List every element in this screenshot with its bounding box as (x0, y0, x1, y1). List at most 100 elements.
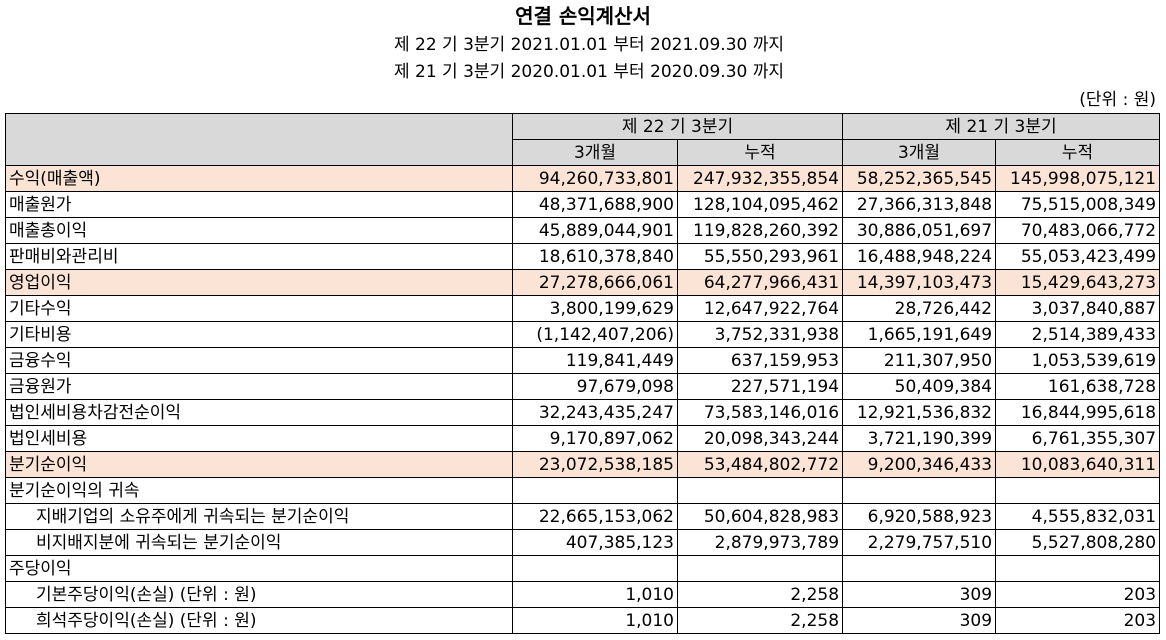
header-row-sub: 3개월 누적 3개월 누적 (6, 139, 1161, 166)
row-value: 407,385,123 (512, 529, 678, 556)
row-label: 매출원가 (5, 191, 513, 218)
header-period-previous: 제 21 기 3분기 (842, 113, 1161, 140)
table-row: 분기순이익 23,072,538,185 53,484,802,772 9,200,3… (5, 451, 1161, 478)
row-value: 2,879,973,789 (676, 529, 844, 556)
row-value: 211,307,950 (842, 347, 997, 374)
row-label: 기본주당이익(손실) (단위 : 원) (5, 581, 513, 608)
table-row: 희석주당이익(손실) (단위 : 원) 1,010 2,258 309 203 (5, 607, 1161, 634)
row-label: 기타비용 (5, 321, 513, 348)
header-cumulative-current: 누적 (676, 139, 844, 166)
row-label: 판매비와관리비 (5, 243, 513, 270)
row-value: 3,800,199,629 (512, 295, 678, 322)
row-value (842, 477, 997, 504)
header-account (5, 113, 513, 166)
income-statement-table: 제 22 기 3분기 제 21 기 3분기 3개월 누적 3개월 누적 수익(매… (5, 113, 1161, 634)
row-label: 분기순이익의 귀속 (5, 477, 513, 504)
row-label: 수익(매출액) (5, 165, 513, 192)
row-value: 145,998,075,121 (995, 165, 1161, 192)
row-value: 3,721,190,399 (842, 425, 997, 452)
row-value: 1,665,191,649 (842, 321, 997, 348)
row-value: 227,571,194 (676, 373, 844, 400)
row-label: 금융원가 (5, 373, 513, 400)
row-value: 22,665,153,062 (512, 503, 678, 530)
row-label: 금융수익 (5, 347, 513, 374)
row-value: 16,844,995,618 (995, 399, 1161, 426)
table-row: 분기순이익의 귀속 (5, 477, 1161, 504)
row-value: 15,429,643,273 (995, 269, 1161, 296)
row-value: (1,142,407,206) (512, 321, 678, 348)
header-3months-previous: 3개월 (842, 139, 997, 166)
row-value: 50,409,384 (842, 373, 997, 400)
row-label: 영업이익 (5, 269, 513, 296)
row-value: 1,010 (512, 607, 678, 634)
row-value: 10,083,640,311 (995, 451, 1161, 478)
table-row: 매출총이익 45,889,044,901 119,828,260,392 30,886… (5, 217, 1161, 244)
row-value: 97,679,098 (512, 373, 678, 400)
period-line-previous: 제 21 기 3분기 2020.01.01 부터 2020.09.30 까지 (393, 62, 785, 82)
unit-label: (단위 : 원) (1079, 90, 1156, 110)
table-row: 비지배지분에 귀속되는 분기순이익 407,385,123 2,879,973,78… (5, 529, 1161, 556)
table-row: 판매비와관리비 18,610,378,840 55,550,293,961 16,48… (5, 243, 1161, 270)
row-value: 75,515,008,349 (995, 191, 1161, 218)
table-row: 기본주당이익(손실) (단위 : 원) 1,010 2,258 309 203 (5, 581, 1161, 608)
row-value: 203 (995, 581, 1161, 608)
row-value: 4,555,832,031 (995, 503, 1161, 530)
row-value: 48,371,688,900 (512, 191, 678, 218)
row-value: 128,104,095,462 (676, 191, 844, 218)
row-value: 1,053,539,619 (995, 347, 1161, 374)
row-value: 32,243,435,247 (512, 399, 678, 426)
table-row: 수익(매출액) 94,260,733,801 247,932,355,854 58,2… (5, 165, 1161, 192)
row-label: 법인세비용차감전순이익 (5, 399, 513, 426)
row-value: 73,583,146,016 (676, 399, 844, 426)
row-value: 2,258 (676, 607, 844, 634)
header-cumulative-previous: 누적 (995, 139, 1161, 166)
row-value (995, 555, 1161, 582)
table-row: 지배기업의 소유주에게 귀속되는 분기순이익 22,665,153,062 50,6… (5, 503, 1161, 530)
header-row-period: 제 22 기 3분기 제 21 기 3분기 (5, 113, 1161, 166)
row-value: 309 (842, 607, 997, 634)
row-value: 161,638,728 (995, 373, 1161, 400)
row-value: 18,610,378,840 (512, 243, 678, 270)
header-3months-current: 3개월 (512, 139, 678, 166)
row-value: 94,260,733,801 (512, 165, 678, 192)
row-value: 1,010 (512, 581, 678, 608)
row-value: 9,200,346,433 (842, 451, 997, 478)
row-value: 55,053,423,499 (995, 243, 1161, 270)
table-row: 기타비용 (1,142,407,206) 3,752,331,938 1,665,19… (5, 321, 1161, 348)
row-label: 기타수익 (5, 295, 513, 322)
row-value (842, 555, 997, 582)
header-period-current: 제 22 기 3분기 (511, 113, 844, 140)
table-row: 법인세비용 9,170,897,062 20,098,343,244 3,721,19… (5, 425, 1161, 452)
table-row: 법인세비용차감전순이익 32,243,435,247 73,583,146,016 1… (5, 399, 1161, 426)
statement-title: 연결 손익계산서 (515, 4, 651, 28)
table-row: 매출원가 48,371,688,900 128,104,095,462 27,366,… (5, 191, 1161, 218)
row-label: 법인세비용 (5, 425, 513, 452)
row-label: 희석주당이익(손실) (단위 : 원) (5, 607, 513, 634)
row-value: 20,098,343,244 (676, 425, 844, 452)
row-value: 119,828,260,392 (676, 217, 844, 244)
row-value: 3,752,331,938 (676, 321, 844, 348)
row-label: 주당이익 (5, 555, 513, 582)
row-value: 119,841,449 (512, 347, 678, 374)
row-value: 27,366,313,848 (842, 191, 997, 218)
row-value: 3,037,840,887 (995, 295, 1161, 322)
row-value: 14,397,103,473 (842, 269, 997, 296)
row-value (512, 477, 678, 504)
table-row: 금융원가 97,679,098 227,571,194 50,409,384 161,6… (5, 373, 1161, 400)
row-value: 12,921,536,832 (842, 399, 997, 426)
row-value (512, 555, 678, 582)
table-row: 주당이익 (5, 555, 1161, 582)
row-value: 58,252,365,545 (842, 165, 997, 192)
row-value: 28,726,442 (842, 295, 997, 322)
row-value: 55,550,293,961 (676, 243, 844, 270)
row-value: 2,279,757,510 (842, 529, 997, 556)
row-label: 매출총이익 (5, 217, 513, 244)
row-value: 309 (842, 581, 997, 608)
table-row: 금융수익 119,841,449 637,159,953 211,307,950 1,0… (5, 347, 1161, 374)
row-value: 247,932,355,854 (676, 165, 844, 192)
table-row: 기타수익 3,800,199,629 12,647,922,764 28,726,44… (5, 295, 1161, 322)
row-value: 50,604,828,983 (676, 503, 844, 530)
row-label: 비지배지분에 귀속되는 분기순이익 (5, 529, 513, 556)
row-value: 12,647,922,764 (676, 295, 844, 322)
row-value (676, 555, 844, 582)
